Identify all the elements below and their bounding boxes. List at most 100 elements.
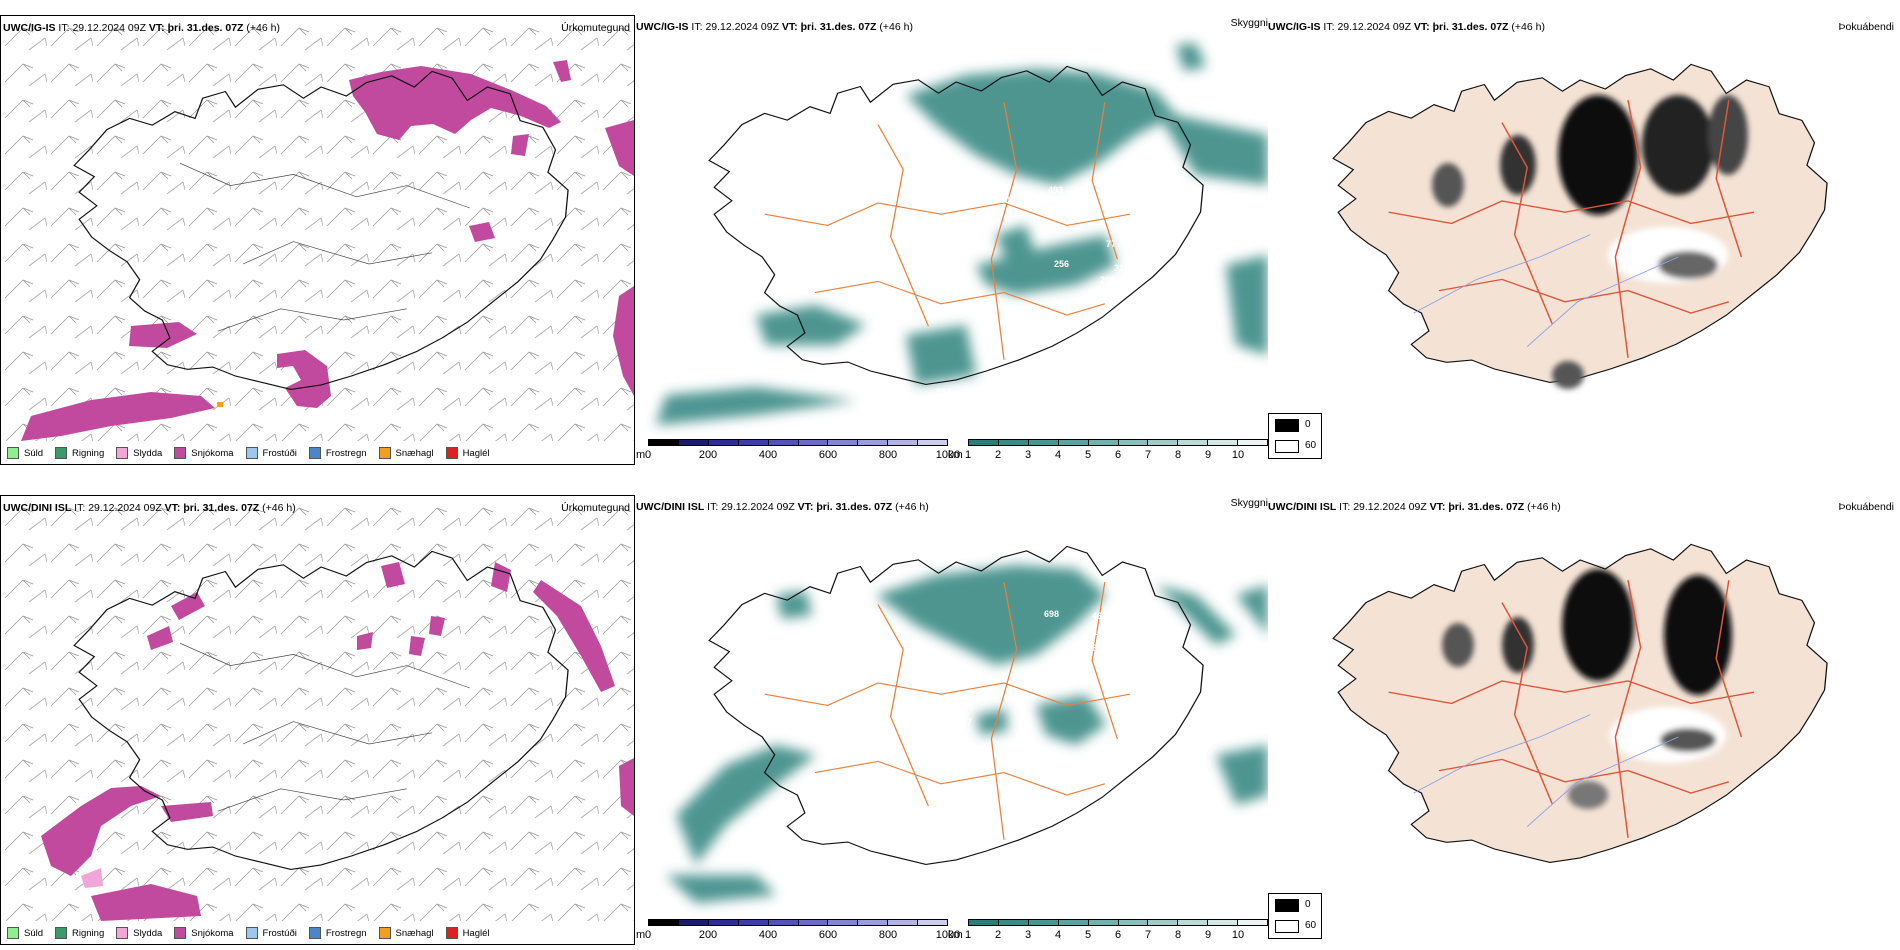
vis-tick: 6 [1114,929,1122,941]
vis-tick: 2 [994,449,1002,461]
vis-bin [1178,920,1209,925]
ceiling-label: 483 [1096,759,1111,769]
height-bin [798,440,829,445]
vis-tick: 9 [1204,929,1212,941]
height-tick: 400 [758,929,778,941]
precip-legend-label: Frostúði [262,927,297,939]
height-tick: 200 [698,929,718,941]
visibility-field-bottom [666,565,1268,903]
precip-type-panel-top: UWC/IG-IS IT: 29.12.2024 09Z VT: þri. 31… [0,15,635,465]
vis-bin [1028,440,1059,445]
vis-tick: 10 [1231,449,1245,461]
vis-tick: 7 [1144,449,1152,461]
ceiling-label: 77 [1106,239,1116,249]
precip-legend-swatch [7,447,19,459]
precip-legend-bottom: Súld Rigning Slydda Snjókoma Frostúði Frostre… [1,922,496,944]
rivers-bottom [1413,714,1679,827]
vis-bin [1238,920,1268,925]
precip-legend-swatch [445,447,458,459]
ceiling-label: 50 [1000,195,1010,205]
height-tick: 600 [818,449,838,461]
precip-legend-swatch [116,927,129,939]
vis-bin [1208,440,1239,445]
header-top-precip: UWC/IG-IS IT: 29.12.2024 09Z VT: þri. 31… [3,22,280,34]
ceiling-label: 222 [962,233,977,243]
precip-legend-swatch [378,927,391,939]
precip-legend-swatch [55,447,68,459]
height-bin [858,440,889,445]
precip-legend-swatch [245,927,258,939]
vis-tick: 2 [994,929,1002,941]
ceiling-label: 319 [1088,627,1103,637]
ceiling-label: 311 [1114,263,1129,273]
ceiling-label: 379 [1046,672,1061,682]
precip-legend-item: Rigning [55,927,104,939]
precip-legend-swatch [7,927,19,939]
height-bin [918,440,948,445]
ceiling-label: 502 [936,387,951,397]
height-tick: 0 [644,929,652,941]
visibility-colorbar-top: km 1 2 3 4 5 6 7 8 9 10 [946,437,1268,465]
vis-bin [1058,440,1089,445]
roads-bottom [764,582,1131,840]
fog-panel-top: UWC/IG-IS IT: 29.12.2024 09Z VT: þri. 31… [1268,15,1900,465]
snow-areas-top [21,60,634,441]
ceiling-label: 222 [1118,745,1133,755]
vis-tick: 6 [1114,449,1122,461]
precip-legend-item: Snæhagl [378,927,434,939]
precip-legend-label: Snjókoma [191,447,234,459]
height-bin [708,440,739,445]
header-bottom-vis: UWC/DINI ISL IT: 29.12.2024 09Z VT: þri.… [636,501,929,513]
panel-title-precip-top: Úrkomutegund [561,22,630,34]
precip-legend-item: Frostregn [308,927,367,939]
ceiling-label: 256 [1054,259,1069,269]
ice-pellet-area [217,402,223,407]
vis-bin [1148,440,1179,445]
fog-index-field-top [1432,95,1748,389]
vis-bin [1088,920,1119,925]
panel-title-fog-top: Þokuábendi [1838,21,1894,33]
ceiling-label: 46 [1092,611,1102,621]
ceiling-label: 50 [1144,143,1154,153]
precip-legend-label: Rigning [72,447,105,459]
precip-legend-label: Haglél [462,447,490,459]
fog-legend-bottom: 0 60 [1268,893,1322,939]
vis-bin [1238,440,1268,445]
precip-legend-item: Frostúði [245,447,297,459]
vis-tick: 1 [964,449,972,461]
fog-map-top [1332,63,1828,389]
height-tick: 800 [878,449,898,461]
vis-tick: 4 [1054,929,1062,941]
ceiling-label: 7 [1088,673,1093,683]
vis-tick: 5 [1084,929,1092,941]
height-unit: m [636,449,646,461]
vis-tick: 9 [1204,449,1212,461]
height-bin [888,440,919,445]
visibility-unit: km [948,929,963,941]
precip-legend-item: Snjókoma [174,447,234,459]
precip-legend-item: Slydda [116,927,162,939]
vis-tick: 8 [1174,929,1182,941]
precip-legend-item: Frostúði [245,927,297,939]
precip-legend-label: Frostregn [325,927,367,939]
precip-legend-label: Slydda [133,447,163,459]
height-bin [888,920,919,925]
height-unit: m [636,929,646,941]
height-bin [678,920,709,925]
vis-bin [1058,920,1089,925]
vis-bin [1028,920,1059,925]
precip-legend-item: Súld [7,927,43,939]
vis-bin [1118,440,1149,445]
fog-index-field-bottom [1442,569,1732,809]
height-bin [798,920,829,925]
vis-bin [998,920,1029,925]
precip-legend-top: Súld Rigning Slydda Snjókoma Frostúði Frostre… [1,442,496,464]
vis-bin [998,440,1029,445]
ceiling-label: 380 [988,207,1003,217]
vis-bin [969,920,999,925]
snow-areas-bottom [41,562,634,921]
precip-legend-label: Frostúði [262,447,297,459]
ceiling-labels-top: 50 63 50 380 493 222 77 256 311 298 375 … [936,143,1154,397]
ceiling-label: 85 [1106,639,1116,649]
height-bin [918,920,948,925]
